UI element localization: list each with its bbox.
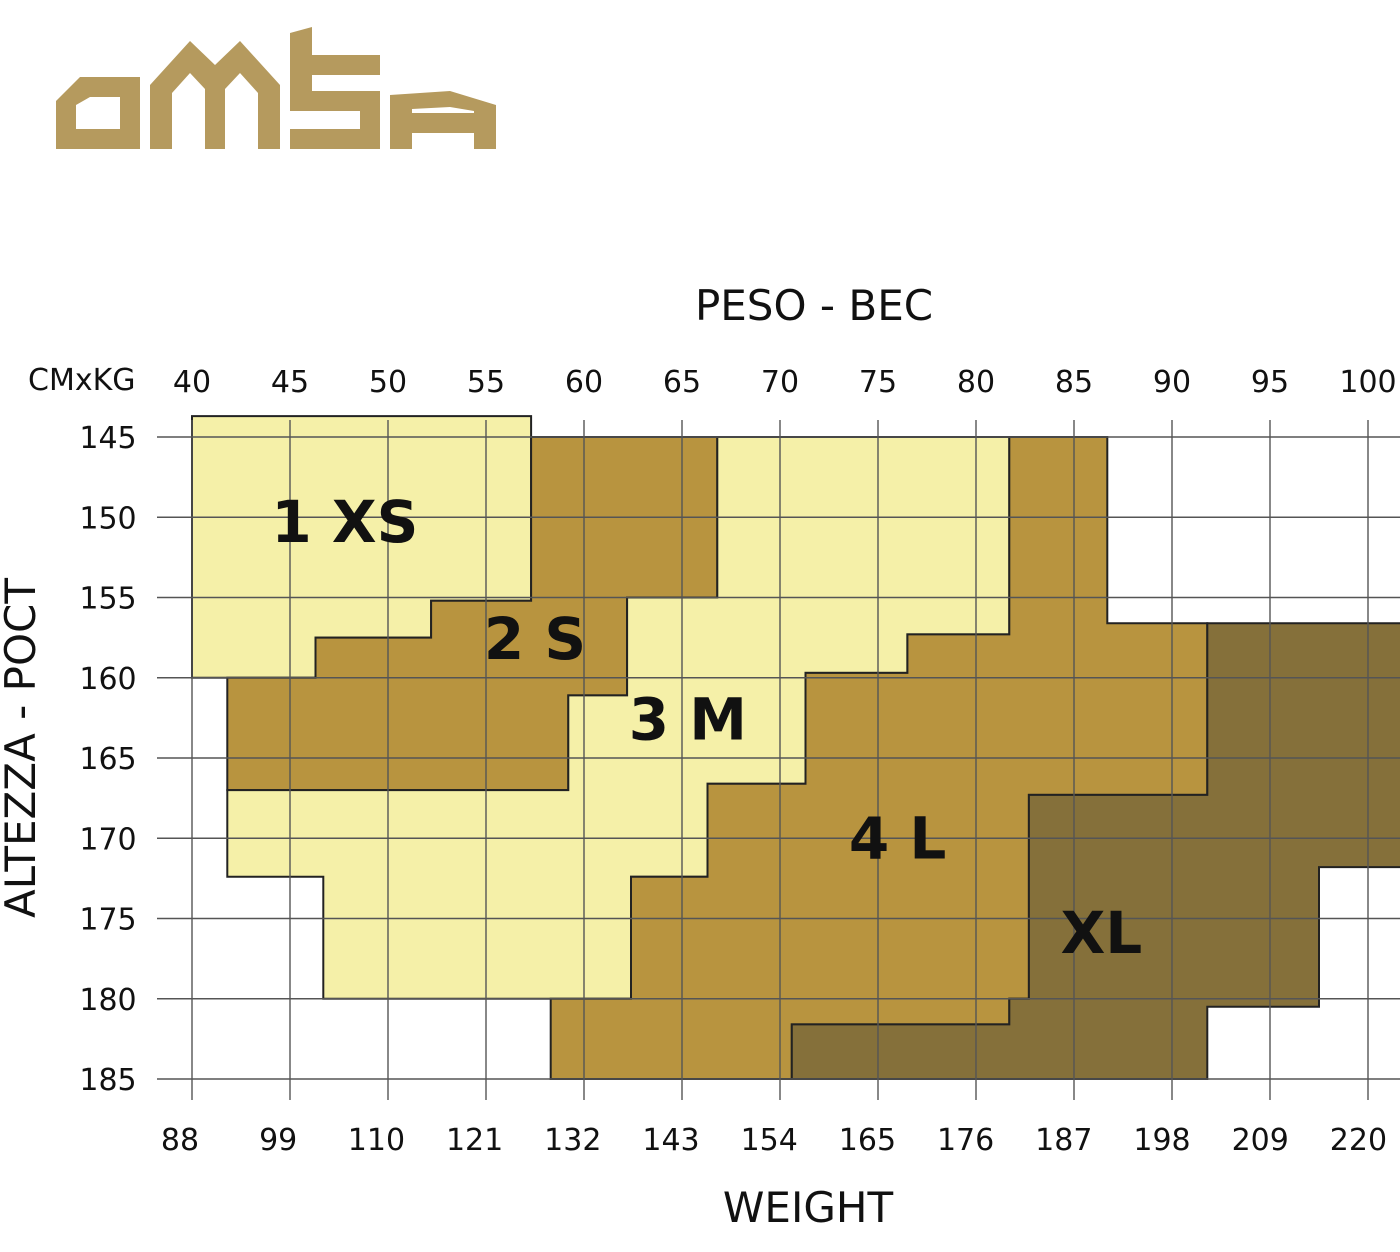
y-tick-label: 180 xyxy=(79,983,136,1018)
x-kg-tick-label: 100 xyxy=(1339,365,1396,400)
x-lb-tick-label: 176 xyxy=(937,1123,994,1158)
x-lb-tick-label: 154 xyxy=(741,1123,798,1158)
x-lb-tick-label: 198 xyxy=(1133,1123,1190,1158)
bottom-axis-title: WEIGHT xyxy=(723,1183,894,1232)
y-tick-label: 160 xyxy=(79,662,136,697)
size-label: 4 L xyxy=(849,804,947,872)
size-label: 3 M xyxy=(629,685,747,753)
x-kg-tick-label: 40 xyxy=(173,365,211,400)
x-lb-tick-label: 165 xyxy=(839,1123,896,1158)
x-kg-tick-label: 80 xyxy=(957,365,995,400)
x-lb-tick-label: 187 xyxy=(1035,1123,1092,1158)
size-label: 2 S xyxy=(484,605,586,673)
x-kg-tick-label: 60 xyxy=(565,365,603,400)
y-tick-label: 145 xyxy=(79,421,136,456)
x-kg-tick-label: 70 xyxy=(761,365,799,400)
x-lb-tick-label: 88 xyxy=(161,1123,199,1158)
x-kg-tick-label: 65 xyxy=(663,365,701,400)
y-tick-label: 155 xyxy=(79,582,136,617)
x-lb-tick-label: 220 xyxy=(1330,1123,1387,1158)
x-kg-tick-label: 50 xyxy=(369,365,407,400)
x-kg-tick-label: 75 xyxy=(859,365,897,400)
omsa-logo xyxy=(56,27,496,149)
y-tick-label: 185 xyxy=(79,1063,136,1098)
x-lb-tick-label: 121 xyxy=(446,1123,503,1158)
x-kg-tick-label: 85 xyxy=(1055,365,1093,400)
x-kg-tick-label: 55 xyxy=(467,365,505,400)
x-lb-tick-label: 209 xyxy=(1232,1123,1289,1158)
x-kg-tick-label: 95 xyxy=(1251,365,1289,400)
y-axis-title: ALTEZZA - POCT xyxy=(0,578,45,918)
size-label: 1 XS xyxy=(271,488,418,556)
x-lb-tick-label: 110 xyxy=(348,1123,405,1158)
x-lb-tick-label: 132 xyxy=(544,1123,601,1158)
y-tick-label: 150 xyxy=(79,501,136,536)
x-lb-tick-label: 143 xyxy=(642,1123,699,1158)
size-label: XL xyxy=(1061,899,1143,967)
x-lb-tick-label: 99 xyxy=(259,1123,297,1158)
y-tick-label: 165 xyxy=(79,742,136,777)
y-tick-label: 175 xyxy=(79,903,136,938)
x-kg-tick-label: 45 xyxy=(271,365,309,400)
top-axis-title: PESO - BEC xyxy=(695,281,933,330)
x-kg-tick-label: 90 xyxy=(1153,365,1191,400)
corner-label: CMxKG xyxy=(28,363,136,398)
y-tick-label: 170 xyxy=(79,822,136,857)
